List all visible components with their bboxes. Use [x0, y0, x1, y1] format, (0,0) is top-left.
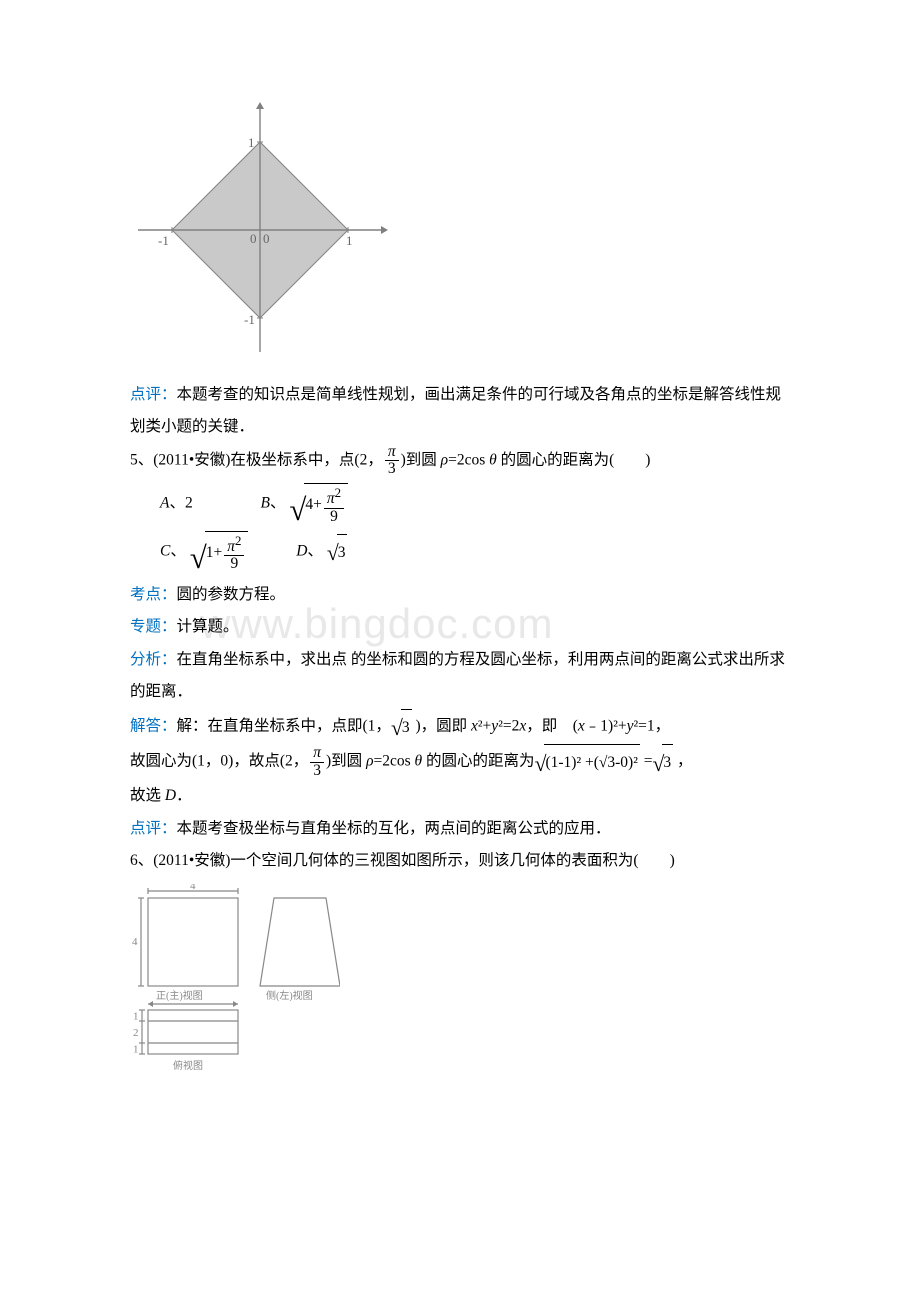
svg-text:4: 4 [190, 884, 196, 892]
q6-stem: 6、(2011•安徽)一个空间几何体的三视图如图所示，则该几何体的表面积为( ) [130, 845, 790, 878]
svg-text:0: 0 [250, 231, 257, 246]
q5-kaodian: 考点：圆的参数方程。 [130, 579, 790, 612]
svg-text:-1: -1 [244, 312, 255, 327]
option-c-root: √1+π29 [190, 531, 249, 573]
q5-zhuanti: 专题：计算题。 [130, 611, 790, 644]
label-dianping: 点评： [130, 386, 177, 403]
option-b-root: √4+π29 [289, 483, 348, 525]
feasible-region-graph: 1 -1 1 -1 00 [130, 100, 790, 373]
three-view-svg: 4 4 正(主)视图 侧(左)视图 1 2 1 俯视图 [130, 884, 340, 1104]
diamond-svg: 1 -1 1 -1 00 [130, 100, 390, 360]
q5-dianping: 点评：本题考查极坐标与直角坐标的互化，两点间的距离公式的应用． [130, 813, 790, 846]
svg-text:2: 2 [133, 1027, 139, 1039]
q5-stem: 5、(2011•安徽)在极坐标系中，点(2，π3)到圆 ρ=2cos θ 的圆心… [130, 444, 790, 478]
svg-text:1: 1 [133, 1043, 139, 1055]
svg-text:1: 1 [133, 1010, 139, 1022]
svg-text:1: 1 [248, 135, 255, 150]
svg-text:正(主)视图: 正(主)视图 [156, 989, 203, 1002]
q5-jieda-3: 故选 D． [130, 780, 790, 813]
q5-options-row1: A、2 B、 √4+π29 [160, 483, 790, 525]
svg-text:侧(左)视图: 侧(左)视图 [266, 989, 313, 1002]
svg-text:4: 4 [132, 936, 138, 948]
commentary-1: 点评：本题考查的知识点是简单线性规划，画出满足条件的可行域及各角点的坐标是解答线… [130, 379, 790, 444]
q5-jieda-1: 解答：解：在直角坐标系中，点即(1，√3 )，圆即 x²+y²=2x，即 (x﹣… [130, 709, 790, 745]
q5-fenxi: 分析：在直角坐标系中，求出点 的坐标和圆的方程及圆心坐标，利用两点间的距离公式求… [130, 644, 790, 709]
svg-text:俯视图: 俯视图 [173, 1059, 203, 1072]
q5-jieda-2: 故圆心为(1，0)，故点(2，π3)到圆 ρ=2cos θ 的圆心的距离为√(1… [130, 744, 790, 780]
three-view-figure: 4 4 正(主)视图 侧(左)视图 1 2 1 俯视图 [130, 884, 790, 1117]
svg-text:0: 0 [263, 231, 270, 246]
svg-text:1: 1 [346, 233, 353, 248]
svg-text:-1: -1 [158, 233, 169, 248]
option-d-root: √3 [327, 534, 348, 570]
q5-options-row2: C、 √1+π29 D、 √3 [160, 531, 790, 573]
